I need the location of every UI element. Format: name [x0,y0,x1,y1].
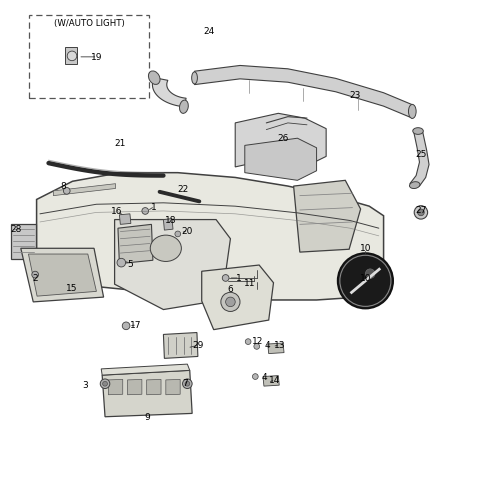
Polygon shape [102,370,192,417]
Polygon shape [53,184,116,196]
Text: 14: 14 [269,376,280,385]
Text: 19: 19 [91,53,102,62]
Text: 4: 4 [264,341,270,350]
Text: 24: 24 [203,27,215,36]
Ellipse shape [408,105,416,119]
Polygon shape [118,225,153,264]
Polygon shape [11,225,36,259]
Polygon shape [36,173,384,300]
Circle shape [418,210,424,216]
Ellipse shape [413,128,423,135]
Circle shape [103,382,108,386]
Text: 18: 18 [165,216,177,224]
Text: 29: 29 [192,341,204,350]
Text: 16: 16 [111,207,122,216]
Circle shape [252,374,258,380]
Text: 4: 4 [261,372,267,381]
Polygon shape [268,344,284,354]
Ellipse shape [148,72,160,85]
Circle shape [245,339,251,345]
Text: 25: 25 [415,150,427,159]
Text: 2: 2 [32,273,38,282]
Ellipse shape [180,101,188,114]
Circle shape [337,254,393,309]
Text: 23: 23 [349,90,360,100]
Text: 10: 10 [360,244,371,252]
Polygon shape [245,139,317,181]
Circle shape [221,293,240,312]
Ellipse shape [192,73,197,85]
Text: (W/AUTO LIGHT): (W/AUTO LIGHT) [54,19,125,28]
Text: 20: 20 [181,226,193,235]
Text: 15: 15 [66,284,77,292]
Text: 3: 3 [82,381,88,389]
Polygon shape [194,66,412,119]
Polygon shape [120,214,131,225]
Polygon shape [108,380,123,395]
Text: 5: 5 [127,260,133,268]
Text: 17: 17 [131,321,142,330]
Text: 27: 27 [415,206,427,215]
Text: 21: 21 [115,139,126,148]
Polygon shape [115,220,230,310]
Polygon shape [65,48,77,65]
Text: 11: 11 [244,279,255,287]
Text: 7: 7 [182,378,188,387]
Ellipse shape [409,183,420,189]
Polygon shape [263,376,279,386]
Circle shape [175,232,180,237]
Polygon shape [235,114,326,167]
Circle shape [122,323,130,330]
Circle shape [67,52,77,61]
Circle shape [222,275,229,282]
Polygon shape [28,255,96,297]
Ellipse shape [150,236,181,262]
Polygon shape [166,380,180,395]
Polygon shape [410,130,429,187]
Text: 13: 13 [274,340,285,349]
Polygon shape [163,333,198,359]
Text: 22: 22 [177,184,188,194]
Text: 8: 8 [60,181,66,190]
Polygon shape [101,365,190,375]
Circle shape [365,269,375,279]
Polygon shape [202,265,274,330]
Text: 12: 12 [252,336,264,345]
Circle shape [254,344,260,349]
Circle shape [142,208,149,215]
Circle shape [182,379,192,389]
Polygon shape [128,380,142,395]
Text: 1: 1 [151,202,157,211]
Circle shape [32,272,38,278]
Circle shape [414,206,428,220]
Text: 6: 6 [228,284,233,293]
Polygon shape [163,219,173,231]
Circle shape [226,298,235,307]
Polygon shape [21,249,104,302]
Bar [29,16,149,98]
Polygon shape [147,380,161,395]
Polygon shape [153,79,186,107]
Circle shape [185,382,190,386]
Text: 10: 10 [360,274,371,283]
Text: 28: 28 [11,224,22,233]
Circle shape [117,259,126,267]
Circle shape [63,188,70,195]
Circle shape [100,379,110,389]
Polygon shape [294,181,360,253]
Text: 26: 26 [277,134,289,142]
Text: 1: 1 [236,274,242,283]
Text: 9: 9 [145,412,151,422]
